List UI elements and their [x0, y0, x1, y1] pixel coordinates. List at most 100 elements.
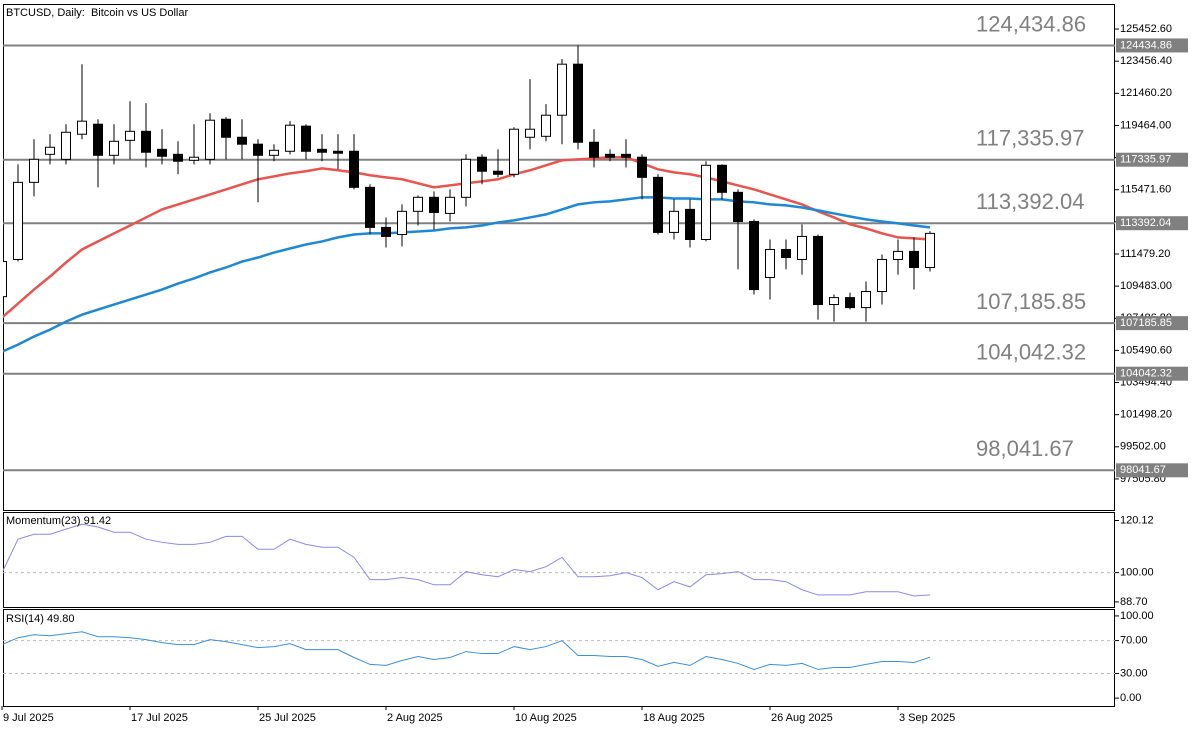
panel	[3, 631, 1115, 674]
panel-title: Momentum(23) 91.42	[6, 515, 111, 527]
level-label: 117,335.97	[976, 126, 1084, 151]
level-label: 113,392.04	[976, 189, 1084, 214]
candle-body	[109, 140, 119, 156]
candle-body	[573, 63, 583, 143]
y-tick-label: 125452.60	[1120, 23, 1172, 35]
level-tag	[1116, 366, 1188, 381]
candle-body	[365, 186, 375, 228]
y-tick-label: 121460.20	[1120, 87, 1172, 99]
candle-body	[605, 153, 615, 158]
momentum-panel-border	[3, 512, 1115, 608]
candle-body	[925, 232, 935, 269]
y-tick-label: 70.00	[1120, 634, 1148, 646]
x-tick-label: 25 Jul 2025	[259, 712, 316, 724]
candle-body	[877, 258, 887, 292]
panel	[3, 523, 1115, 597]
candle-body	[493, 170, 503, 175]
series-line	[3, 631, 931, 670]
candle-body	[461, 158, 471, 198]
level-label: 124,434.86	[976, 11, 1086, 36]
candle-body	[861, 290, 871, 309]
level-tag	[1116, 152, 1188, 167]
level-tag	[1116, 38, 1188, 53]
price-axis: 120.12 100.00 88.70	[1115, 514, 1154, 608]
candle-body	[445, 196, 455, 214]
candle-body	[349, 150, 359, 188]
y-tick-label: 30.00	[1120, 667, 1148, 679]
candle-body	[429, 196, 439, 213]
candle-body	[653, 176, 663, 233]
level-tag-label: 124434.86	[1120, 39, 1172, 51]
candle-body	[397, 210, 407, 236]
candle-body	[637, 156, 647, 178]
y-tick-label: 109483.00	[1120, 280, 1172, 292]
candle-body	[173, 153, 183, 162]
x-tick-label: 17 Jul 2025	[131, 712, 188, 724]
candle-body	[125, 130, 135, 141]
candle-body	[797, 235, 807, 260]
rsi-panel-border	[3, 609, 1115, 707]
main-panel-border	[3, 4, 1115, 511]
candle-body	[509, 128, 519, 175]
candle-body	[589, 141, 599, 158]
candle-body	[237, 136, 247, 145]
candle-body	[13, 181, 23, 260]
x-tick-label: 26 Aug 2025	[771, 712, 833, 724]
candle-body	[477, 156, 487, 172]
level-tag	[1116, 216, 1188, 231]
candle-body	[221, 118, 231, 138]
x-tick-label: 9 Jul 2025	[3, 712, 54, 724]
candle-body	[621, 153, 631, 158]
y-tick-label: 100.00	[1120, 567, 1154, 579]
candle-body	[749, 220, 759, 291]
candle-body	[205, 119, 215, 160]
candle-body	[269, 149, 279, 156]
candle-body	[317, 148, 327, 153]
candle-body	[189, 156, 199, 161]
panel-title: BTCUSD, Daily: Bitcoin vs US Dollar	[6, 7, 188, 19]
candle-body	[29, 158, 39, 183]
level-tag-label: 107185.85	[1120, 317, 1172, 329]
level-tag	[1116, 463, 1188, 478]
candle-body	[893, 250, 903, 260]
candle-body	[61, 131, 71, 160]
candle-body	[333, 150, 343, 154]
candle-body	[253, 143, 263, 156]
y-tick-label: 115471.60	[1120, 184, 1171, 196]
x-tick-label: 10 Aug 2025	[515, 712, 577, 724]
price-axis: 100.00 70.00 30.00 0.00	[1115, 610, 1154, 704]
y-tick-label: 123456.40	[1120, 55, 1172, 67]
y-tick-label: 99502.00	[1120, 441, 1166, 453]
y-tick-label: 100.00	[1120, 610, 1154, 622]
y-tick-label: 101498.20	[1120, 409, 1172, 421]
level-tag	[1116, 316, 1188, 331]
y-tick-label: 0.00	[1120, 692, 1141, 704]
candle-body	[829, 297, 839, 306]
candle-body	[45, 146, 55, 155]
level-tag-label: 104042.32	[1120, 368, 1172, 380]
candle-body	[557, 63, 567, 116]
candle-body	[733, 191, 743, 222]
candle-body	[413, 196, 423, 212]
level-tag-label: 117335.97	[1120, 154, 1171, 166]
level-label: 107,185.85	[976, 289, 1086, 314]
price-axis: 125452.60123456.40121460.20119464.001174…	[1115, 23, 1172, 485]
panel	[3, 44, 1115, 472]
candle-body	[909, 250, 919, 269]
candle-body	[813, 235, 823, 306]
x-tick-label: 2 Aug 2025	[387, 712, 443, 724]
candle-body	[541, 114, 551, 137]
y-tick-label: 111479.20	[1120, 248, 1170, 260]
candle-body	[141, 130, 151, 153]
candle-body	[93, 123, 103, 156]
candle-body	[525, 128, 535, 138]
candle-body	[157, 148, 167, 157]
candle-body	[701, 164, 711, 240]
candle-body	[781, 248, 791, 259]
series-line	[3, 523, 931, 597]
candle-body	[717, 164, 727, 193]
y-tick-label: 105490.60	[1120, 344, 1172, 356]
panel-title: RSI(14) 49.80	[6, 613, 74, 625]
